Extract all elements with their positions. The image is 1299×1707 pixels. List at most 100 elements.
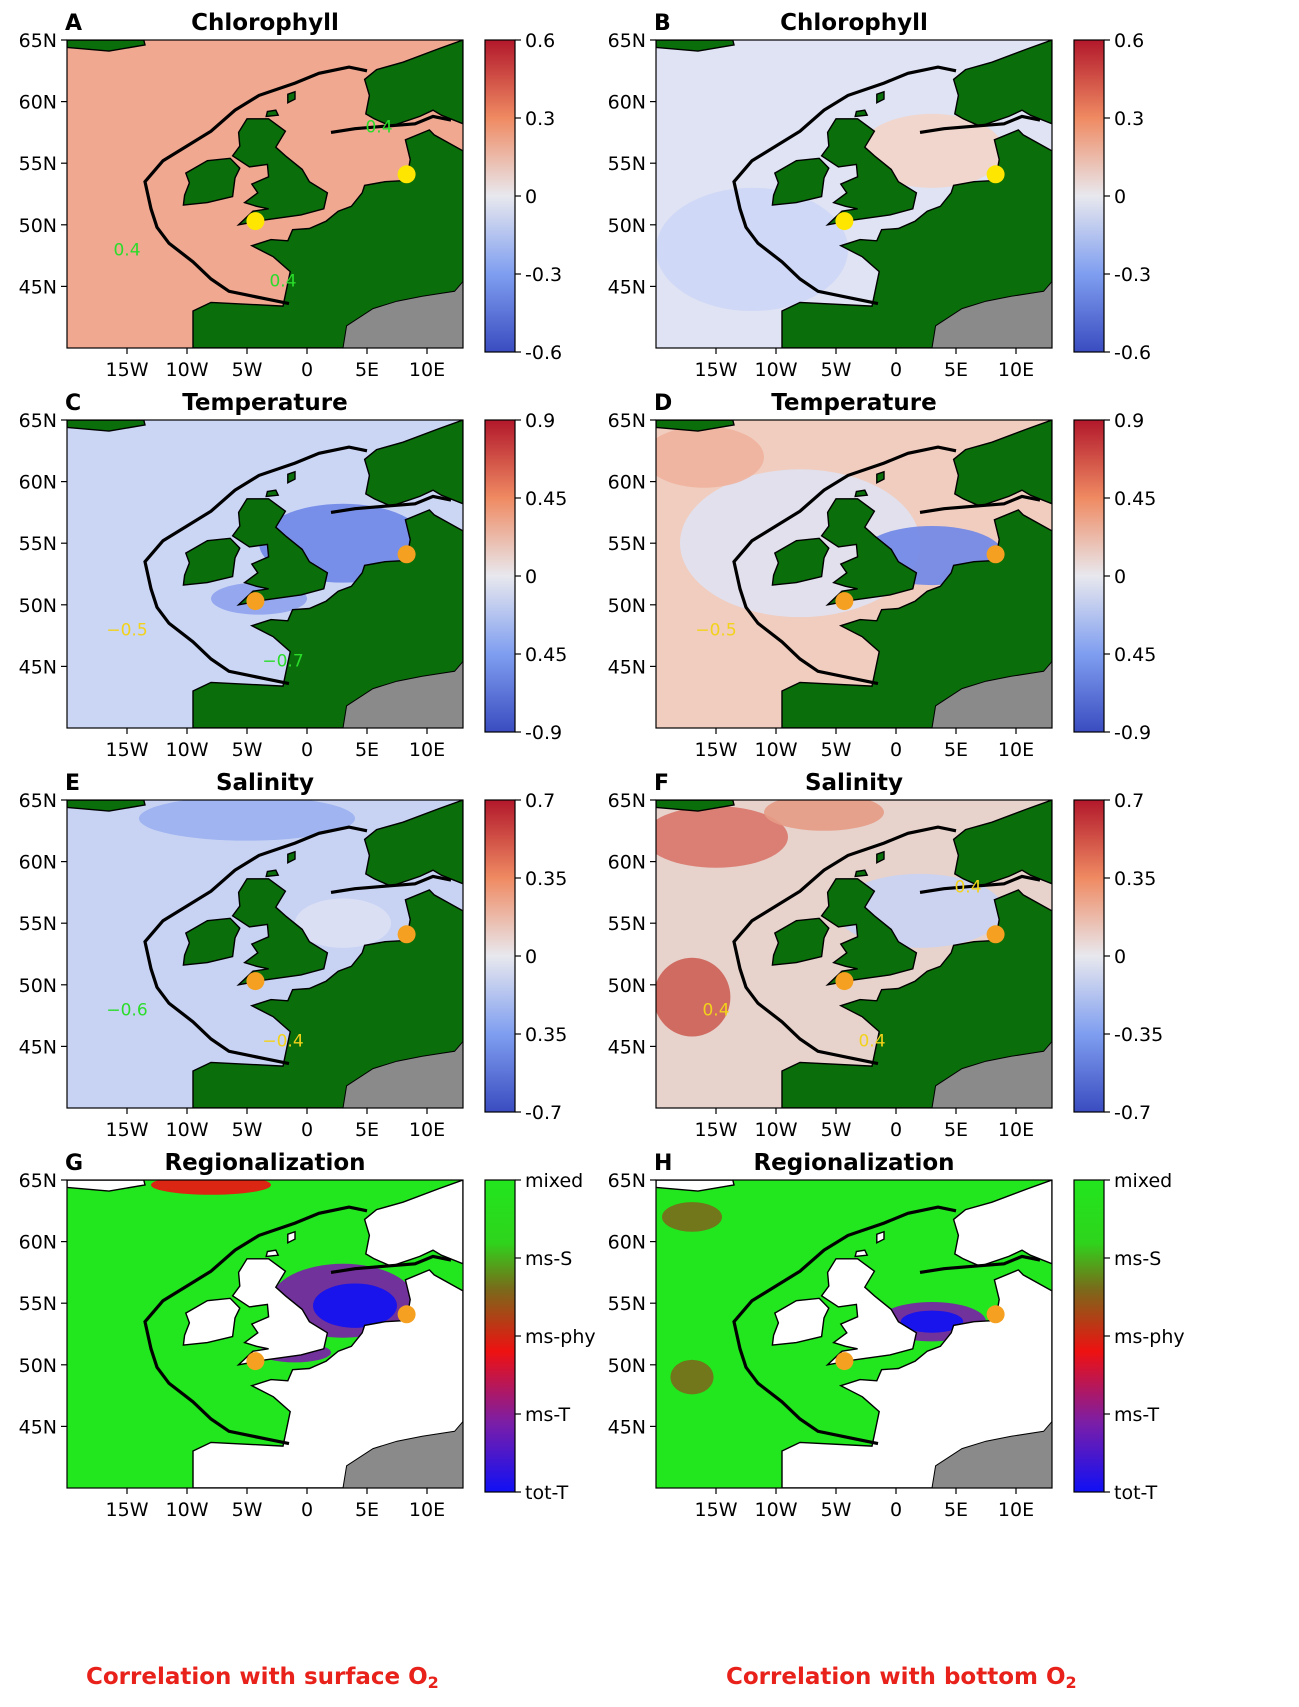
- panel-title: Salinity: [805, 770, 903, 796]
- land-alps: [342, 660, 463, 728]
- x-tick-label: 10W: [166, 359, 209, 381]
- land-iceland: [67, 800, 146, 812]
- land-iceland: [67, 1180, 146, 1192]
- colorbar-tick-label: 0.9: [1114, 410, 1144, 432]
- map-salinity: 0.4 0.4 0.4: [656, 800, 1052, 1108]
- colorbar-tick-label: 0.45: [1114, 488, 1156, 510]
- x-tick-label: 0: [890, 1119, 902, 1141]
- panel-f: F Salinity 0.4 0.4 0.4 65N 60N 55N 50N 45N 15W 10W 5…: [608, 770, 1164, 1141]
- x-tick-label: 15W: [695, 359, 738, 381]
- contour-label: −0.5: [106, 621, 147, 641]
- land-europe: [781, 129, 1052, 348]
- x-tick-label: 10E: [409, 1499, 445, 1521]
- y-tick-label: 65N: [608, 30, 646, 52]
- land-alps: [342, 1420, 463, 1488]
- colorbar-tick-label: 0: [525, 186, 537, 208]
- panel-letter: A: [65, 11, 82, 36]
- land-alps: [931, 1420, 1052, 1488]
- x-tick-label: 5W: [232, 739, 263, 761]
- colorbar-tick-label: ms-phy: [525, 1326, 596, 1348]
- land-shetland: [287, 90, 296, 104]
- x-tick-label: 10E: [409, 1119, 445, 1141]
- contour-label: 0.4: [269, 271, 296, 291]
- contour-label: 0.4: [858, 1031, 885, 1051]
- colorbar-tick-label: 0.7: [1114, 790, 1144, 812]
- x-tick-label: 10E: [998, 1119, 1034, 1141]
- colorbar-tick-label: 0.35: [525, 1024, 567, 1046]
- x-tick-label: 15W: [106, 1119, 149, 1141]
- norwegian-trench-contour: [919, 494, 1041, 514]
- land-iceland: [67, 420, 146, 432]
- y-tick-label: 60N: [19, 852, 57, 874]
- field-region: [860, 113, 1004, 188]
- y-tick-label: 50N: [19, 975, 57, 997]
- colorbar-tick-label: ms-S: [1114, 1248, 1161, 1270]
- land-shetland: [287, 850, 296, 864]
- shelf-contour: [732, 65, 957, 306]
- panel-e: E Salinity −0.6 −0.4 65N 60N 55N 50N 45N 15W 10W 5W…: [19, 770, 568, 1141]
- colorbar-tick-label: 0: [1114, 946, 1126, 968]
- map-frame: [655, 799, 1053, 1109]
- colorbar: 0.6 0.3 0 -0.3 -0.6: [484, 30, 562, 364]
- field-region: [656, 806, 788, 868]
- land-ireland: [771, 537, 830, 586]
- contour-label: −0.4: [262, 1031, 303, 1051]
- land-britain: [231, 878, 329, 986]
- land-britain: [231, 118, 329, 226]
- x-tick-label: 5E: [944, 1499, 968, 1521]
- land-britain: [231, 1258, 329, 1366]
- x-tick-label: 5W: [821, 1119, 852, 1141]
- colorbar-tick-label: 0.6: [1114, 30, 1144, 52]
- norwegian-trench-contour: [330, 1254, 452, 1274]
- colorbar: mixed ms-S ms-phy ms-T tot-T: [484, 1170, 596, 1504]
- field-region: [656, 426, 764, 488]
- map-temperature: −0.5: [656, 420, 1052, 728]
- land-britain: [820, 118, 918, 226]
- map-regionalization: [656, 1180, 1052, 1488]
- station-marker: [246, 592, 265, 611]
- y-tick-label: 50N: [608, 1355, 646, 1377]
- colorbar-tick-label: 0.45: [1114, 644, 1156, 666]
- map-regionalization: [67, 1180, 463, 1488]
- x-tick-label: 5E: [944, 359, 968, 381]
- contour-label: 0.4: [954, 877, 981, 897]
- land-europe: [192, 889, 463, 1108]
- y-tick-label: 45N: [19, 1036, 57, 1058]
- land-iceland: [656, 40, 735, 52]
- caption-bottom-text: Correlation with bottom O: [726, 1664, 1066, 1690]
- land-britain: [820, 1258, 918, 1366]
- y-tick-label: 50N: [608, 595, 646, 617]
- x-tick-label: 10W: [755, 1119, 798, 1141]
- panel-letter: B: [654, 11, 671, 36]
- x-tick-label: 5W: [232, 1119, 263, 1141]
- x-tick-label: 10W: [166, 1499, 209, 1521]
- y-tick-label: 45N: [19, 276, 57, 298]
- colorbar-tick-label: ms-T: [1114, 1404, 1160, 1426]
- y-tick-label: 60N: [19, 92, 57, 114]
- land-ireland: [182, 157, 241, 206]
- x-tick-label: 10W: [166, 739, 209, 761]
- panel-c: C Temperature −0.5 −0.7 65N 60N 55N 50N 45N 15W 10…: [19, 390, 568, 761]
- land-shetland: [876, 470, 885, 484]
- y-tick-label: 65N: [608, 410, 646, 432]
- colorbar-bar: [1073, 419, 1105, 733]
- colorbar-tick-label: -0.9: [525, 722, 562, 744]
- x-tick-label: 10E: [998, 739, 1034, 761]
- colorbar-tick-label: 0: [1114, 566, 1126, 588]
- colorbar-tick-label: ms-S: [525, 1248, 572, 1270]
- x-tick-label: 0: [890, 359, 902, 381]
- shelf-contour: [143, 825, 368, 1066]
- land-britain: [231, 498, 329, 606]
- land-ireland: [771, 917, 830, 966]
- y-tick-label: 45N: [608, 276, 646, 298]
- field-region: [295, 898, 391, 948]
- station-marker: [835, 1352, 854, 1371]
- y-tick-label: 60N: [608, 92, 646, 114]
- land-orkney: [265, 1249, 280, 1258]
- station-marker: [397, 545, 416, 564]
- land-alps: [342, 280, 463, 348]
- map-salinity: −0.6 −0.4: [67, 800, 463, 1108]
- field-region: [313, 1283, 397, 1328]
- land-orkney: [854, 1249, 869, 1258]
- colorbar-tick-label: -0.7: [1114, 1102, 1151, 1124]
